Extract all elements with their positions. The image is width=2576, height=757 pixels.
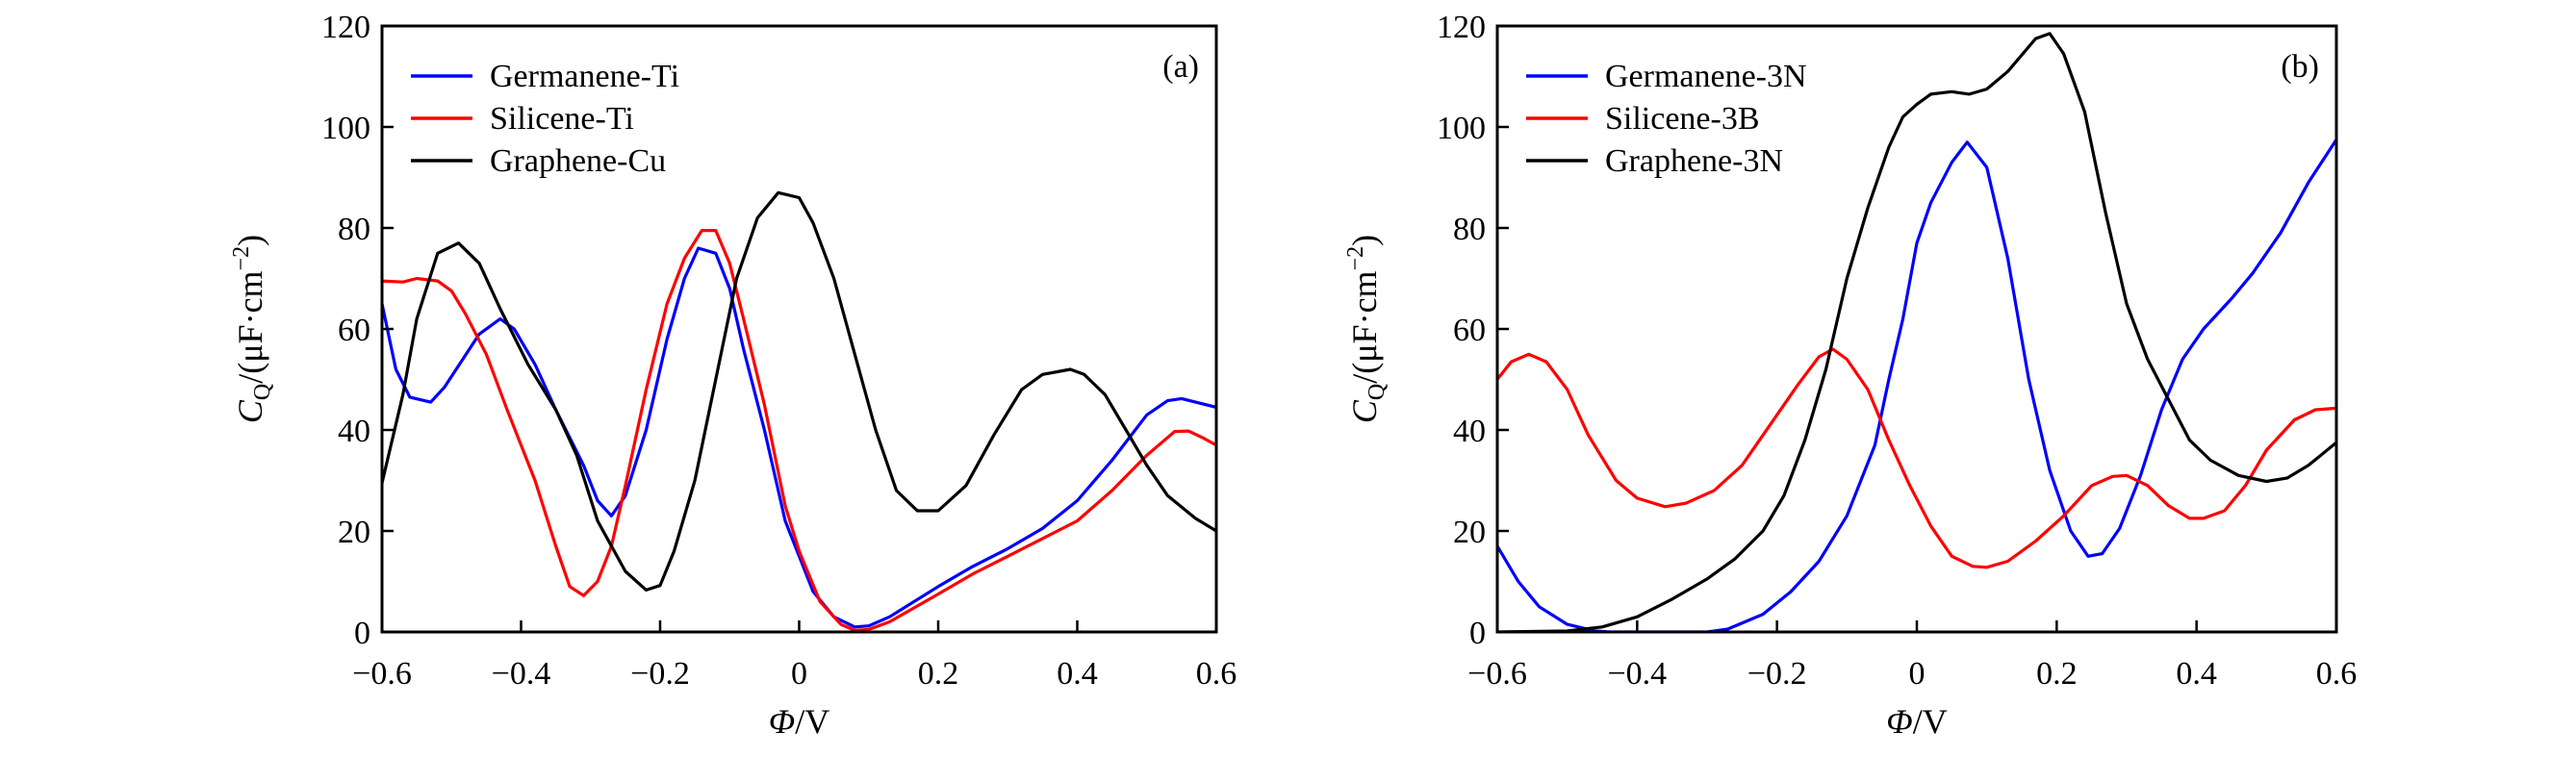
series-line-graphene-cu: [382, 190, 1216, 593]
x-tick-label: 0.4: [2176, 656, 2217, 692]
x-axis-unit: /V: [795, 702, 829, 741]
x-axis-label: Φ/V: [769, 702, 829, 741]
series-line-germanene-ti: [382, 246, 1216, 629]
y-tick-label: 40: [338, 414, 370, 449]
x-tick-label: −0.2: [1747, 656, 1807, 692]
y-axis-unit: /(μF·cm: [1345, 270, 1384, 383]
y-axis-symbol: C: [1345, 399, 1384, 423]
y-tick-label: 0: [1469, 616, 1486, 651]
y-tick-label: 60: [338, 313, 370, 348]
y-axis-subscript: Q: [1365, 384, 1390, 400]
legend-label: Silicene-Ti: [490, 101, 634, 137]
y-tick-label: 60: [1453, 313, 1486, 348]
series-line-silicene-3b: [1497, 347, 2336, 569]
y-tick-label: 40: [1453, 414, 1486, 449]
y-tick-label: 120: [1437, 10, 1486, 45]
x-tick-label: 0: [1909, 656, 1926, 692]
x-tick-label: 0.4: [1057, 656, 1098, 692]
x-tick-label: 0.2: [918, 656, 959, 692]
y-axis-unit: /(μF·cm: [231, 270, 269, 383]
y-axis-subscript: Q: [250, 384, 275, 400]
x-tick-label: 0.6: [1196, 656, 1237, 692]
y-tick-label: 20: [338, 515, 370, 550]
series-line-graphene-3n: [1497, 32, 2336, 632]
x-axis-symbol: Φ: [1886, 702, 1912, 741]
legend-label: Graphene-3N: [1605, 143, 1783, 179]
y-axis-exponent: −2: [229, 246, 254, 271]
y-axis-exponent: −2: [1343, 246, 1368, 271]
y-axis-symbol: C: [231, 399, 269, 423]
legend-label: Silicene-3B: [1605, 101, 1760, 137]
y-tick-label: 80: [338, 212, 370, 247]
panel-label: (a): [1162, 49, 1199, 85]
x-tick-label: −0.4: [492, 656, 551, 692]
y-tick-label: 100: [321, 111, 370, 146]
y-axis-label: CQ/(μF·cm−2): [1343, 235, 1390, 423]
y-tick-label: 100: [1437, 111, 1486, 146]
chart-panel-a: −0.6 −0.4 −0.2 0 0.2 0.4 0.6 0 20 40 60 80 100 120 Φ/V…: [229, 10, 1237, 741]
y-tick-label: 20: [1453, 515, 1486, 550]
x-tick-label: −0.6: [1467, 656, 1527, 692]
y-axis-label: CQ/(μF·cm−2): [229, 235, 275, 423]
y-tick-label: 120: [321, 10, 370, 45]
chart-panel-b: −0.6 −0.4 −0.2 0 0.2 0.4 0.6 0 20 40 60 80 100 120 Φ/V…: [1343, 10, 2357, 741]
x-axis-symbol: Φ: [769, 702, 795, 741]
x-tick-label: 0: [791, 656, 807, 692]
x-tick-label: −0.4: [1607, 656, 1667, 692]
y-axis-close: ): [231, 235, 269, 246]
x-tick-label: 0.6: [2316, 656, 2358, 692]
x-tick-label: −0.2: [630, 656, 690, 692]
y-tick-label: 80: [1453, 212, 1486, 247]
x-axis-label: Φ/V: [1886, 702, 1947, 741]
series-line-silicene-ti: [382, 229, 1216, 632]
x-tick-label: −0.6: [352, 656, 412, 692]
x-axis-unit: /V: [1913, 702, 1948, 741]
x-tick-label: 0.2: [2036, 656, 2078, 692]
panel-label: (b): [2281, 49, 2319, 85]
y-tick-label: 0: [354, 616, 370, 651]
legend-label: Graphene-Cu: [490, 143, 666, 179]
legend-label: Germanene-3N: [1605, 59, 1807, 94]
y-axis-close: ): [1345, 235, 1384, 246]
legend-label: Germanene-Ti: [490, 59, 679, 94]
series-line-germanene-3n: [1497, 139, 2336, 632]
